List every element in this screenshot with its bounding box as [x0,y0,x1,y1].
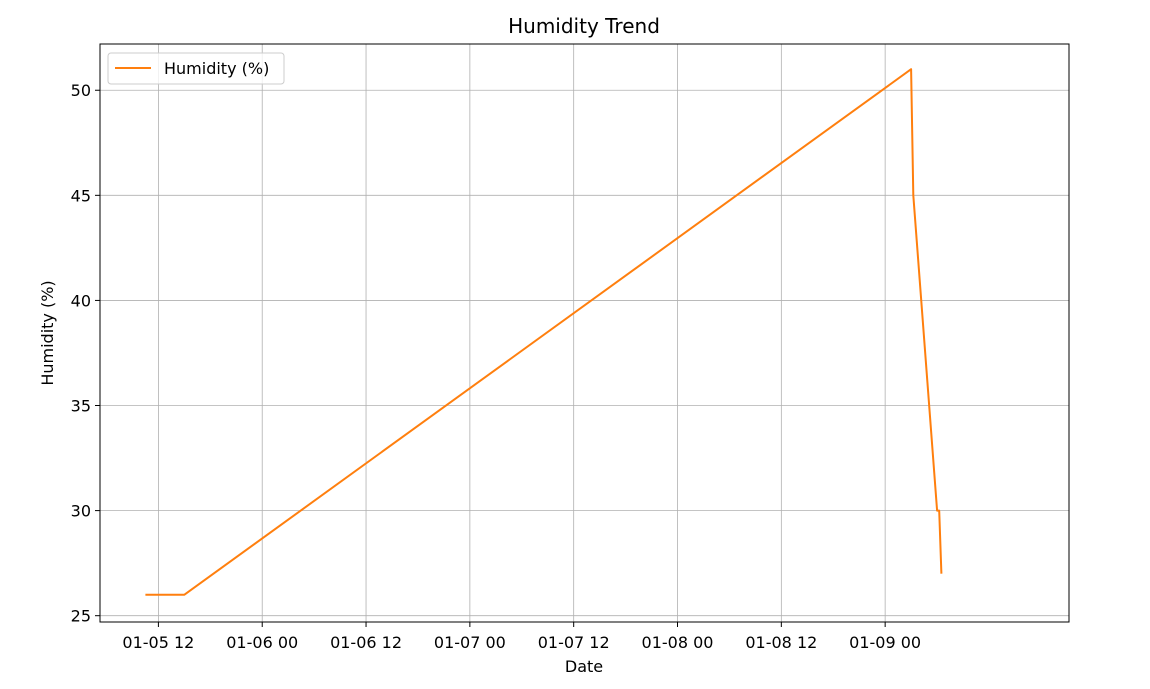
y-axis-ticks: 25 30 35 40 45 50 [71,81,100,626]
legend-label: Humidity (%) [164,59,269,78]
y-tick-label: 35 [71,397,91,416]
x-tick-label: 01-07 12 [538,633,610,652]
humidity-series-line [145,68,943,596]
legend: Humidity (%) [107,52,285,85]
chart-title: Humidity Trend [508,14,660,38]
x-tick-label: 01-05 12 [122,633,194,652]
x-tick-label: 01-06 12 [330,633,402,652]
x-tick-label: 01-06 00 [226,633,298,652]
y-tick-label: 50 [71,81,91,100]
x-axis-label: Date [565,657,603,676]
legend-box [107,52,285,85]
series-layer [145,68,943,596]
y-tick-label: 25 [71,607,91,626]
x-tick-label: 01-07 00 [434,633,506,652]
x-axis-ticks: 01-05 12 01-06 00 01-06 12 01-07 00 01-07 12… [122,622,921,652]
y-tick-label: 40 [71,291,91,310]
x-tick-label: 01-08 00 [642,633,714,652]
plot-frame [99,43,1070,623]
grid [100,44,1069,622]
y-tick-label: 45 [71,186,91,205]
y-axis-label: Humidity (%) [38,280,57,385]
y-tick-label: 30 [71,502,91,521]
x-tick-label: 01-08 12 [745,633,817,652]
x-tick-label: 01-09 00 [849,633,921,652]
